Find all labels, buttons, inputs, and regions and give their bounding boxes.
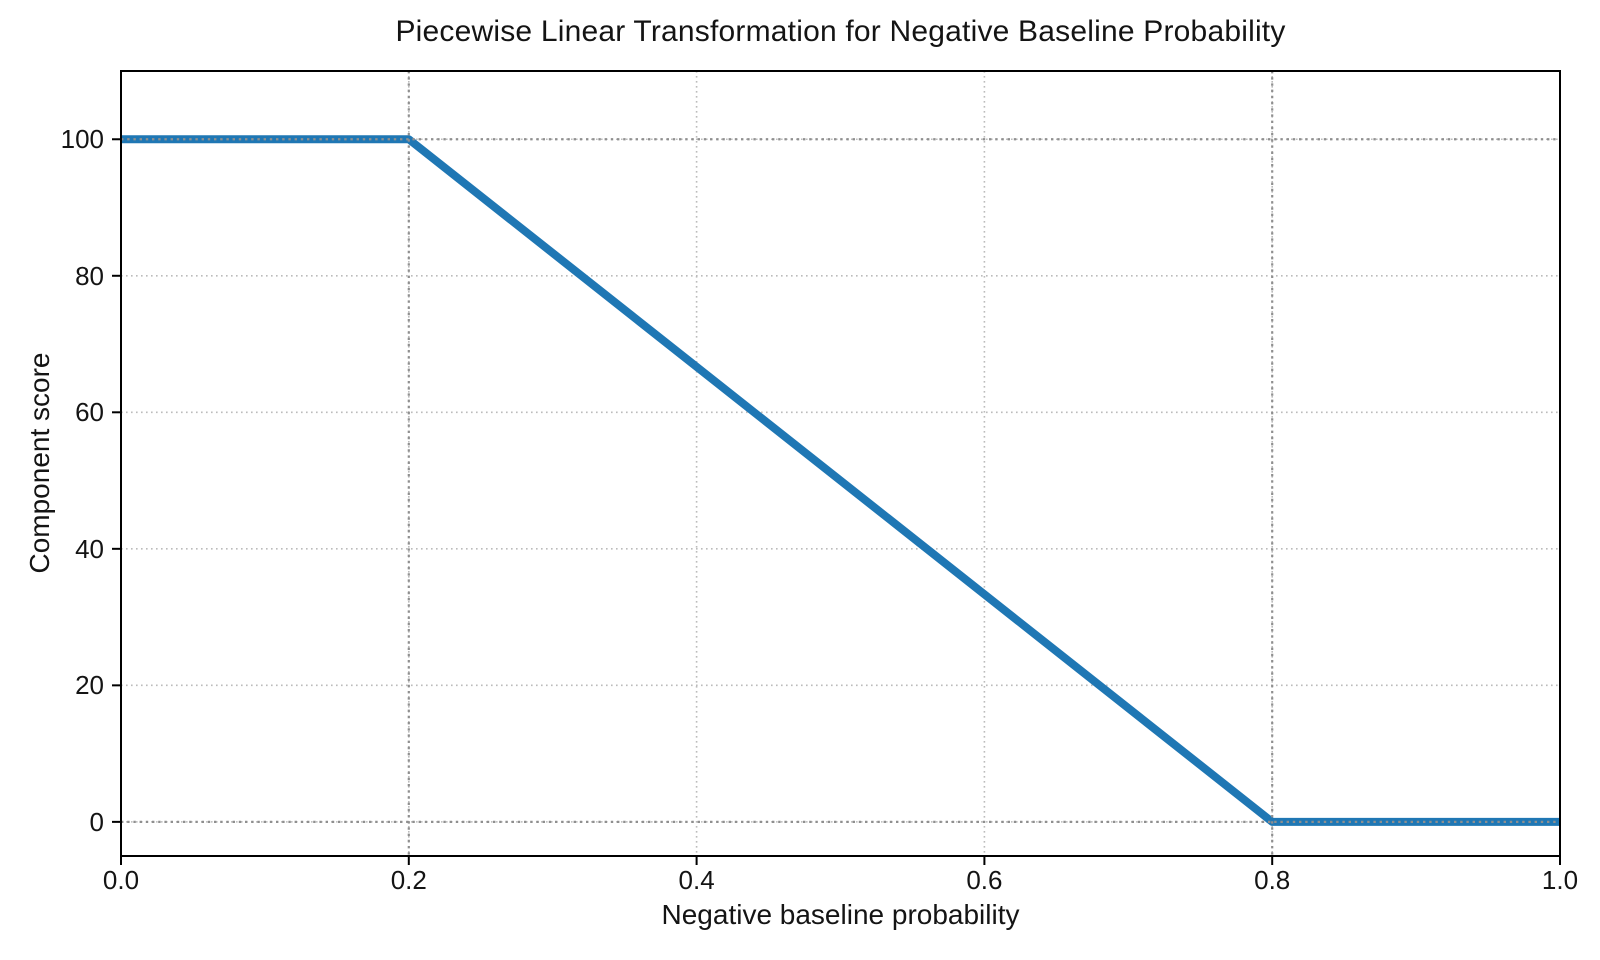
x-tick-label: 1.0 [1541,865,1579,895]
x-tick-label: 0.8 [1254,865,1291,895]
y-tick-label: 80 [75,260,104,291]
y-tick-label: 40 [75,533,104,564]
x-tick-label: 0.0 [102,865,140,895]
series-line-component-score-transform [121,135,1560,826]
y-tick-label: 20 [75,670,104,701]
chart-title: Piecewise Linear Transformation for Nega… [395,15,1286,48]
x-axis-label: Negative baseline probability [661,899,1020,930]
x-tick-label: 0.4 [678,865,715,895]
y-tick-label: 100 [60,124,104,155]
y-tick-label: 60 [75,397,104,428]
plot-border [120,70,1561,857]
x-tick-label: 0.2 [390,865,427,895]
x-tick-label: 0.6 [966,865,1003,895]
y-tick-label: 0 [89,806,104,837]
